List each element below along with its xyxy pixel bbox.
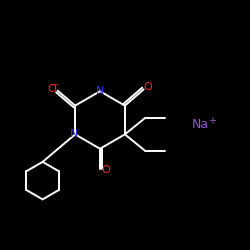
Text: O: O [144,82,152,92]
Text: N: N [96,86,104,96]
Text: O: O [48,84,56,94]
Text: O: O [101,165,110,175]
Text: Na: Na [192,118,208,132]
Text: −: − [52,80,59,89]
Text: N: N [70,130,78,140]
Text: +: + [208,116,216,126]
